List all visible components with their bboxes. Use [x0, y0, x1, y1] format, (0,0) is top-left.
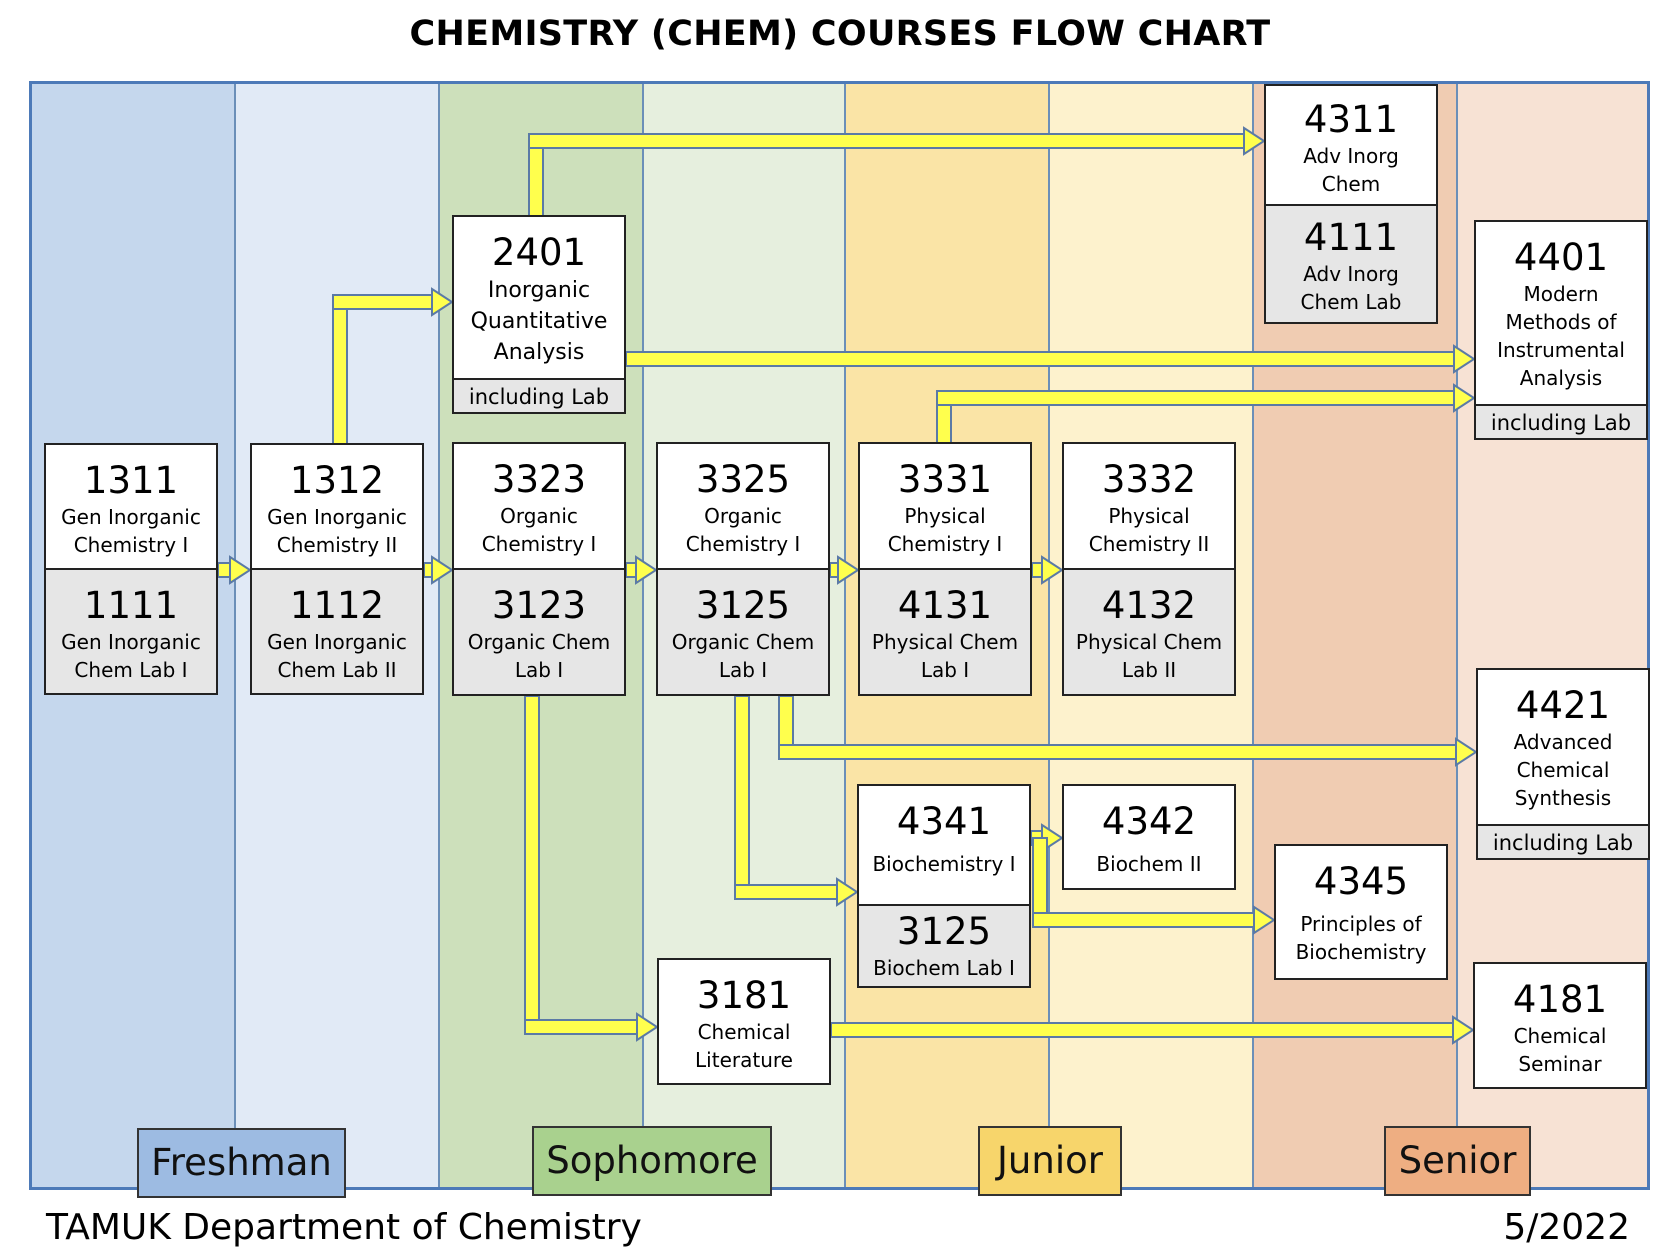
course-4132: 4132 Physical Chem Lab II — [1062, 568, 1236, 696]
course-name: Physical Chemistry II — [1088, 504, 1210, 556]
course-name: Gen Inorganic Chemistry II — [267, 505, 407, 557]
course-number: 1111 — [83, 584, 179, 627]
course-3331: 3331 Physical Chemistry I — [858, 442, 1032, 570]
course-number: 4111 — [1303, 216, 1399, 259]
footer-department: TAMUK Department of Chemistry — [46, 1207, 642, 1248]
course-name: Organic Chemistry I — [481, 504, 597, 556]
course-3332: 3332 Physical Chemistry II — [1062, 442, 1236, 570]
course-number: 3125 — [695, 584, 791, 627]
year-label-freshman: Freshman — [137, 1128, 346, 1198]
course-number: 2401 — [491, 231, 587, 274]
course-number: 3332 — [1101, 458, 1197, 501]
course-name: Principles of Biochemistry — [1295, 912, 1427, 964]
course-name: Chemical Literature — [695, 1020, 793, 1072]
course-number: 4131 — [897, 584, 993, 627]
course-3125: 3125 Organic Chem Lab I — [656, 568, 830, 696]
course-3125-biochem-lab: 3125 Biochem Lab I — [857, 904, 1031, 988]
course-3181: 3181 Chemical Literature — [657, 958, 831, 1085]
course-number: 4311 — [1303, 98, 1399, 141]
course-4111: 4111 Adv Inorg Chem Lab — [1264, 204, 1438, 324]
course-4421: 4421 Advanced Chemical Synthesis — [1476, 668, 1650, 826]
year-label-junior: Junior — [978, 1126, 1122, 1196]
course-name: Gen Inorganic Chem Lab I — [61, 630, 201, 682]
course-name: Physical Chemistry I — [887, 504, 1003, 556]
course-4311: 4311 Adv Inorg Chem — [1264, 84, 1438, 206]
course-number: 3323 — [491, 458, 587, 501]
course-3325: 3325 Organic Chemistry I — [656, 442, 830, 570]
year-label-senior: Senior — [1384, 1126, 1531, 1196]
course-2401-lab-note: including Lab — [452, 378, 626, 414]
chart-frame — [29, 81, 1650, 1190]
course-number: 4132 — [1101, 584, 1197, 627]
course-number: 4342 — [1101, 800, 1197, 843]
course-name: Modern Methods of Instrumental Analysis — [1497, 282, 1625, 390]
course-4342: 4342 Biochem II — [1062, 784, 1236, 890]
course-name: Adv Inorg Chem Lab — [1300, 262, 1402, 314]
course-number: 3325 — [695, 458, 791, 501]
course-name: Biochem Lab I — [873, 956, 1015, 980]
course-number: 3331 — [897, 458, 993, 501]
course-name: Gen Inorganic Chem Lab II — [267, 630, 407, 682]
course-name: Biochem II — [1096, 852, 1202, 876]
course-name: Physical Chem Lab I — [871, 630, 1019, 682]
course-name: Inorganic Quantitative Analysis — [470, 278, 608, 365]
course-2401: 2401 Inorganic Quantitative Analysis — [452, 215, 626, 380]
course-1111: 1111 Gen Inorganic Chem Lab I — [44, 568, 218, 695]
course-name: Organic Chem Lab I — [467, 630, 611, 682]
course-1312: 1312 Gen Inorganic Chemistry II — [250, 443, 424, 570]
course-4401-lab-note: including Lab — [1474, 404, 1648, 440]
course-3123: 3123 Organic Chem Lab I — [452, 568, 626, 696]
course-4345: 4345 Principles of Biochemistry — [1274, 844, 1448, 980]
course-3323: 3323 Organic Chemistry I — [452, 442, 626, 570]
course-name: Biochemistry I — [872, 852, 1016, 876]
year-label-sophomore: Sophomore — [532, 1126, 772, 1196]
course-number: 4181 — [1512, 978, 1608, 1021]
course-number: 4421 — [1515, 684, 1611, 727]
course-4131: 4131 Physical Chem Lab I — [858, 568, 1032, 696]
course-number: 1312 — [289, 459, 385, 502]
course-name: Adv Inorg Chem — [1303, 144, 1399, 196]
course-name: Chemical Seminar — [1513, 1024, 1607, 1076]
course-number: 4341 — [896, 800, 992, 843]
course-number: 1112 — [289, 584, 385, 627]
course-4401: 4401 Modern Methods of Instrumental Anal… — [1474, 220, 1648, 406]
course-1112: 1112 Gen Inorganic Chem Lab II — [250, 568, 424, 695]
course-number: 3123 — [491, 584, 587, 627]
course-number: 1311 — [83, 459, 179, 502]
course-name: Gen Inorganic Chemistry I — [61, 505, 201, 557]
course-name: Organic Chem Lab I — [671, 630, 815, 682]
course-name: Advanced Chemical Synthesis — [1513, 730, 1613, 810]
footer-date: 5/2022 — [1503, 1207, 1630, 1248]
course-4181: 4181 Chemical Seminar — [1473, 962, 1647, 1089]
course-4421-lab-note: including Lab — [1476, 824, 1650, 860]
page-title: CHEMISTRY (CHEM) COURSES FLOW CHART — [409, 14, 1271, 54]
course-name: Organic Chemistry I — [685, 504, 801, 556]
course-4341: 4341 Biochemistry I — [857, 784, 1031, 906]
course-number: 4401 — [1513, 236, 1609, 279]
course-number: 3125 — [896, 910, 992, 953]
course-name: Physical Chem Lab II — [1075, 630, 1223, 682]
course-number: 3181 — [696, 974, 792, 1017]
course-number: 4345 — [1313, 860, 1409, 903]
course-1311: 1311 Gen Inorganic Chemistry I — [44, 443, 218, 570]
